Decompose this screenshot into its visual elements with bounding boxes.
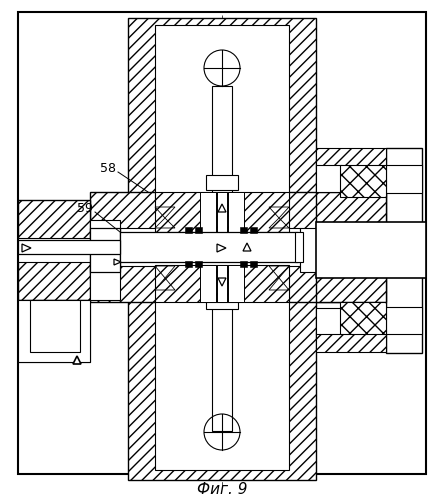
Bar [250,261,257,267]
Bar [240,261,247,267]
Bar [217,192,227,232]
Bar [18,238,90,262]
Polygon shape [269,218,289,228]
Bar [228,192,244,232]
Polygon shape [155,218,175,228]
Polygon shape [73,356,81,364]
Polygon shape [243,243,251,251]
Polygon shape [218,204,226,212]
Bar [155,192,289,232]
Polygon shape [269,207,289,218]
Polygon shape [269,278,289,290]
Bar [316,148,386,168]
Bar [200,265,216,302]
Bar [316,165,342,192]
Bar [128,18,316,213]
Bar [300,228,390,272]
Bar [185,261,192,267]
Bar [18,200,90,300]
Polygon shape [155,266,175,278]
Bar [128,292,316,480]
Bar [316,332,386,352]
Polygon shape [155,278,175,290]
Text: 59: 59 [77,202,93,214]
Bar [316,192,386,302]
Bar [240,227,247,233]
Polygon shape [269,266,289,278]
Bar [250,227,257,233]
Bar [155,25,289,200]
Bar [30,300,80,352]
Bar [228,265,244,302]
Bar [18,240,120,254]
Polygon shape [218,278,226,286]
Bar [90,192,362,302]
Bar [185,227,192,233]
Bar [120,228,300,266]
Bar [206,295,238,309]
Bar [212,305,232,431]
Text: Фиг. 9: Фиг. 9 [197,482,247,498]
Bar [340,165,386,197]
Bar [340,302,386,334]
Text: 58: 58 [100,162,116,174]
Bar [18,300,90,362]
Bar [295,232,303,262]
Polygon shape [217,244,226,252]
Bar [316,308,342,334]
Bar [90,228,120,272]
Bar [18,300,90,362]
Polygon shape [114,259,121,265]
Polygon shape [155,207,175,218]
Bar [217,265,227,302]
Bar [155,265,289,302]
Bar [90,220,120,280]
Bar [195,227,202,233]
Bar [155,300,289,470]
Polygon shape [22,244,31,252]
Bar [120,232,298,262]
Bar [386,148,422,353]
Bar [206,175,238,190]
Bar [212,86,232,211]
Bar [386,165,422,193]
Bar [90,265,120,300]
Bar [386,307,422,334]
Bar [316,222,426,278]
Bar [195,261,202,267]
Bar [200,192,216,232]
